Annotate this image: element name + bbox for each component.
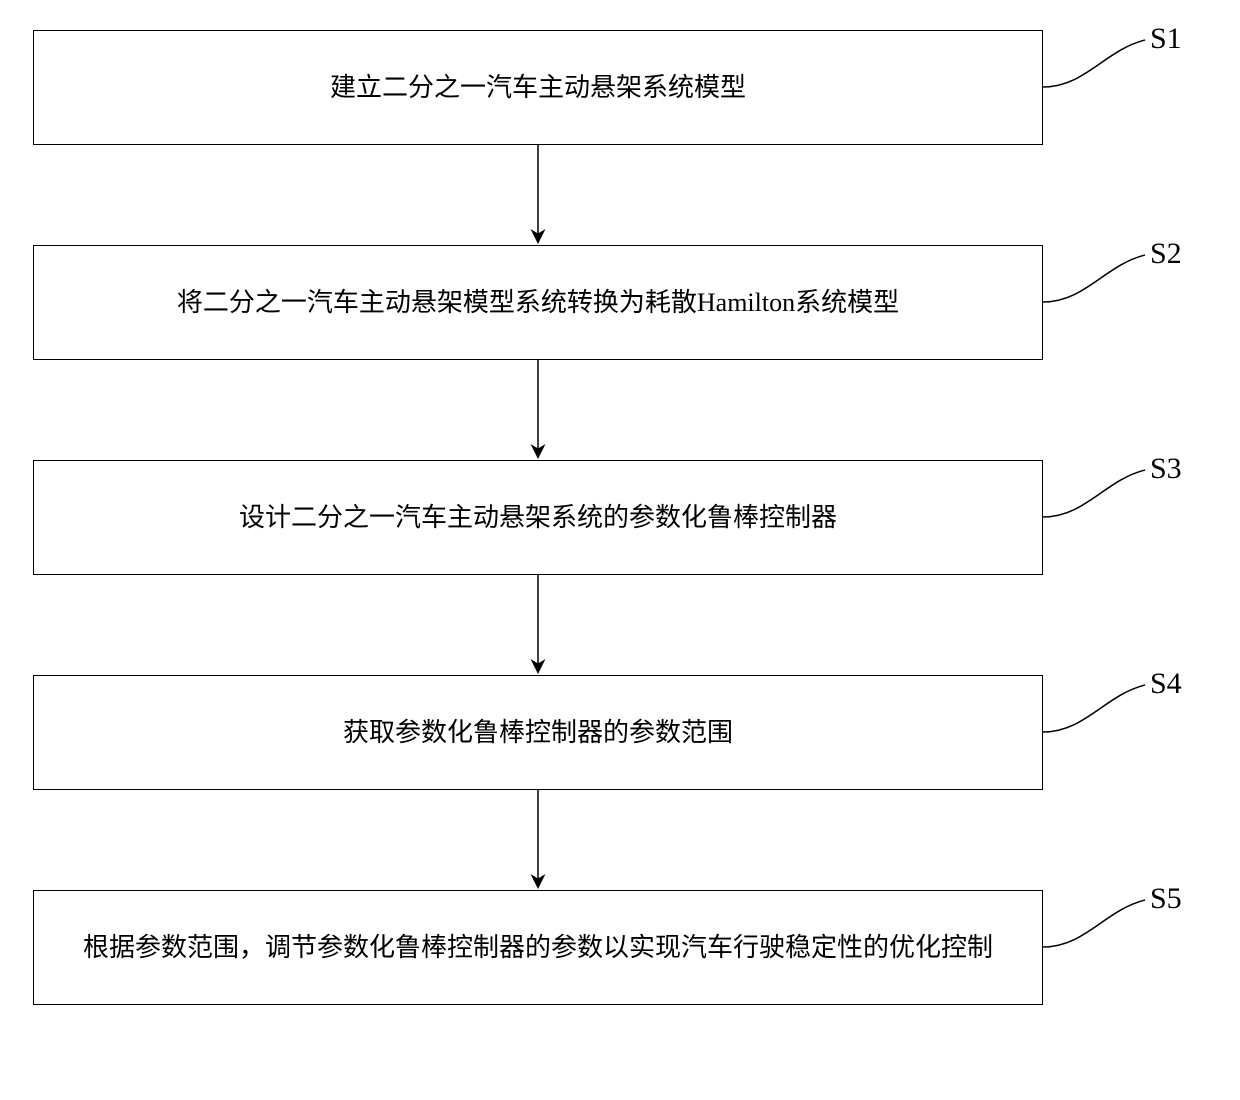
step-label-s5: S5 xyxy=(1150,882,1182,916)
flow-node-text: 建立二分之一汽车主动悬架系统模型 xyxy=(330,71,746,105)
step-label-s4: S4 xyxy=(1150,667,1182,701)
flow-node-text: 将二分之一汽车主动悬架模型系统转换为耗散Hamilton系统模型 xyxy=(177,286,899,320)
leader-curve-s3 xyxy=(1043,470,1145,517)
flow-node-text: 设计二分之一汽车主动悬架系统的参数化鲁棒控制器 xyxy=(239,501,837,535)
flow-node-text: 根据参数范围，调节参数化鲁棒控制器的参数以实现汽车行驶稳定性的优化控制 xyxy=(83,931,993,965)
leader-curve-s5 xyxy=(1043,900,1145,947)
flow-node-text: 获取参数化鲁棒控制器的参数范围 xyxy=(343,716,733,750)
leader-curve-s2 xyxy=(1043,255,1145,302)
flow-node-s2: 将二分之一汽车主动悬架模型系统转换为耗散Hamilton系统模型 xyxy=(33,245,1043,360)
flow-node-s3: 设计二分之一汽车主动悬架系统的参数化鲁棒控制器 xyxy=(33,460,1043,575)
flow-node-s4: 获取参数化鲁棒控制器的参数范围 xyxy=(33,675,1043,790)
flow-node-s5: 根据参数范围，调节参数化鲁棒控制器的参数以实现汽车行驶稳定性的优化控制 xyxy=(33,890,1043,1005)
step-label-s1: S1 xyxy=(1150,22,1182,56)
flowchart-canvas: 建立二分之一汽车主动悬架系统模型 将二分之一汽车主动悬架模型系统转换为耗散Ham… xyxy=(0,0,1240,1100)
step-label-s3: S3 xyxy=(1150,452,1182,486)
step-label-s2: S2 xyxy=(1150,237,1182,271)
leader-curve-s1 xyxy=(1043,40,1145,87)
leader-curve-s4 xyxy=(1043,685,1145,732)
flow-node-s1: 建立二分之一汽车主动悬架系统模型 xyxy=(33,30,1043,145)
